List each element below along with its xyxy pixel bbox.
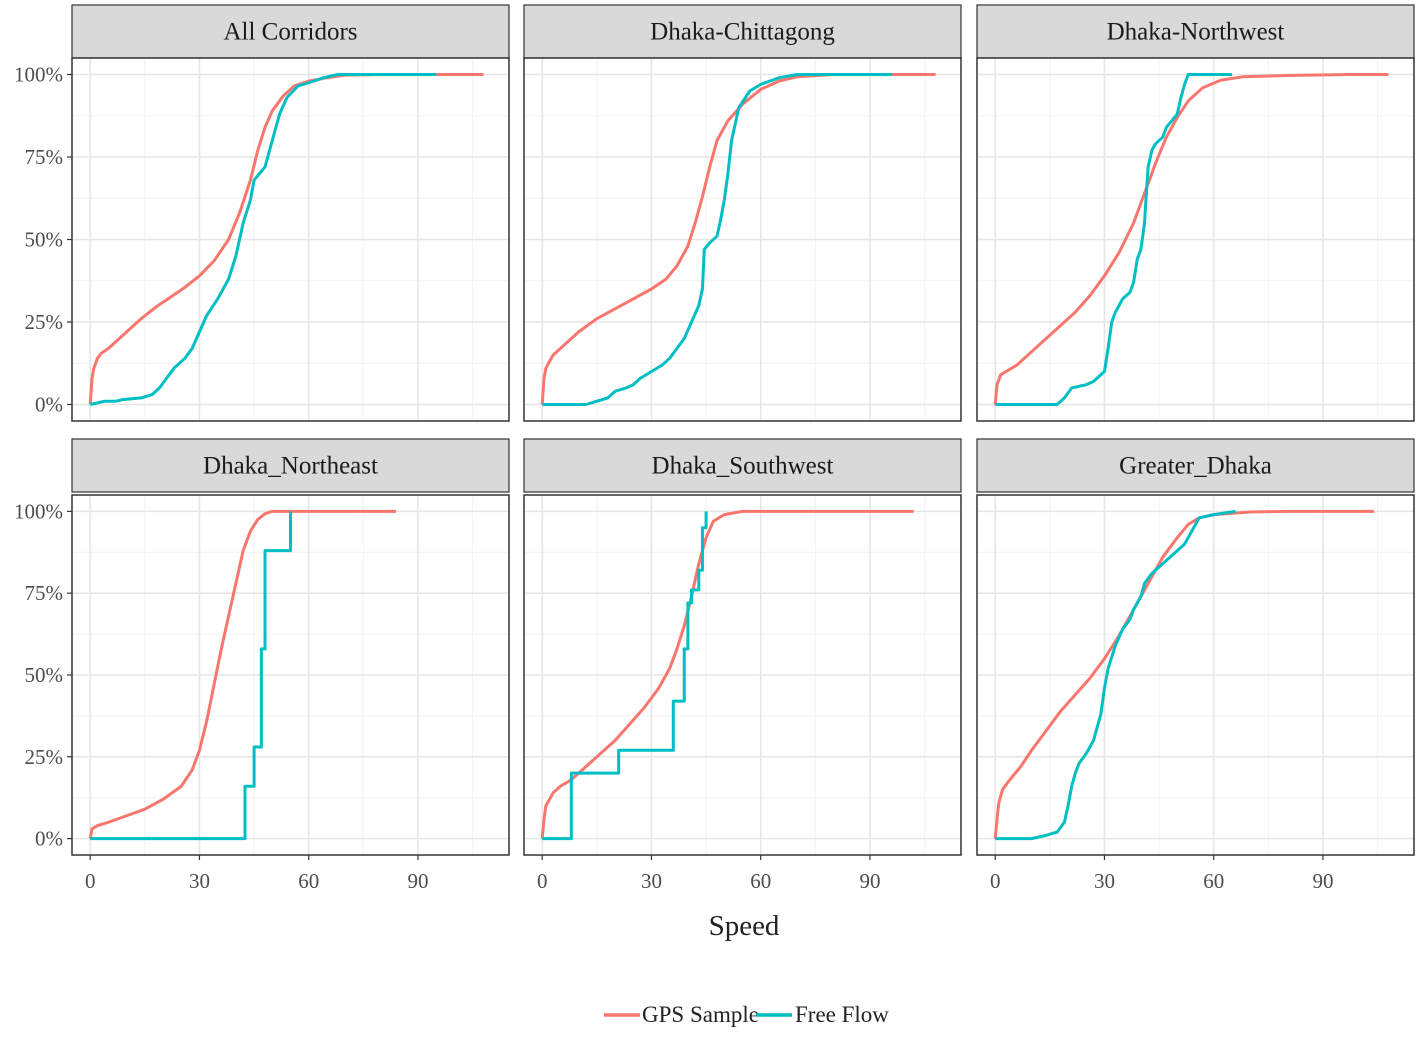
series-line-free-flow <box>995 73 1232 406</box>
facet-title: Dhaka-Chittagong <box>650 19 835 46</box>
facet-title: All Corridors <box>223 19 357 46</box>
x-tick-label: 0 <box>537 869 548 893</box>
x-tick-label: 90 <box>407 869 428 893</box>
x-tick-label: 30 <box>641 869 662 893</box>
panel-border <box>523 57 962 422</box>
facet-title: Dhaka_Northeast <box>203 453 378 480</box>
facet-strip <box>976 4 1415 59</box>
panel-border <box>523 494 962 856</box>
facet-panel-3: Dhaka-Northwest <box>976 4 1415 422</box>
y-tick-label: 25% <box>25 310 64 334</box>
x-tick-label: 30 <box>189 869 210 893</box>
series-line-gps-sample <box>993 73 1389 405</box>
x-axis-title: Speed <box>709 910 780 942</box>
y-tick-label: 0% <box>35 393 63 417</box>
facet-panel-4: Dhaka_Northeast <box>71 438 510 856</box>
legend: GPS Sample Free Flow <box>604 1002 889 1027</box>
series-line-gps-sample <box>540 73 936 405</box>
facet-strip <box>523 4 962 59</box>
y-tick-label: 75% <box>25 581 64 605</box>
series-line-gps-sample <box>88 509 397 839</box>
facet-strip <box>71 438 510 493</box>
panel-border <box>976 494 1415 856</box>
facet-strip <box>976 438 1415 493</box>
series-line-free-flow <box>89 73 437 406</box>
x-tick-label: 60 <box>298 869 319 893</box>
facet-panel-2: Dhaka-Chittagong <box>523 4 962 422</box>
y-tick-label: 0% <box>35 827 63 851</box>
panel-border <box>976 57 1415 422</box>
facet-title: Dhaka-Northwest <box>1107 19 1285 46</box>
y-tick-label: 50% <box>25 228 64 252</box>
facet-panel-6: Greater_Dhaka <box>976 438 1415 856</box>
facet-panels: All Corridors Dhaka-Chittagong Dhaka-North… <box>71 4 1415 856</box>
y-tick-label: 25% <box>25 745 64 769</box>
x-tick-label: 90 <box>859 869 880 893</box>
facet-title: Dhaka_Southwest <box>652 453 834 480</box>
y-tick-label: 50% <box>25 663 64 687</box>
legend-label: Free Flow <box>795 1002 889 1027</box>
y-tick-label: 75% <box>25 145 64 169</box>
legend-label: GPS Sample <box>642 1002 759 1027</box>
facet-title: Greater_Dhaka <box>1119 453 1272 480</box>
x-tick-label: 0 <box>990 869 1001 893</box>
series-line-free-flow <box>995 509 1236 841</box>
x-tick-label: 60 <box>1203 869 1224 893</box>
x-tick-label: 0 <box>85 869 96 893</box>
y-tick-label: 100% <box>14 499 63 523</box>
axes: 0% 25% 50% 75% 100% 0% 25% 50% 75% 100% 0 30 60 90 0 30… <box>14 63 1333 943</box>
facet-strip <box>523 438 962 493</box>
x-tick-label: 30 <box>1094 869 1115 893</box>
series-line-gps-sample <box>540 509 914 839</box>
series-line-free-flow <box>542 73 892 406</box>
x-tick-label: 90 <box>1312 869 1333 893</box>
series-line-free-flow <box>90 511 292 841</box>
facet-panel-5: Dhaka_Southwest <box>523 438 962 856</box>
facet-strip <box>71 4 510 59</box>
x-tick-label: 60 <box>750 869 771 893</box>
facet-panel-1: All Corridors <box>71 4 510 422</box>
y-tick-label: 100% <box>14 63 63 87</box>
series-line-free-flow <box>542 511 708 841</box>
